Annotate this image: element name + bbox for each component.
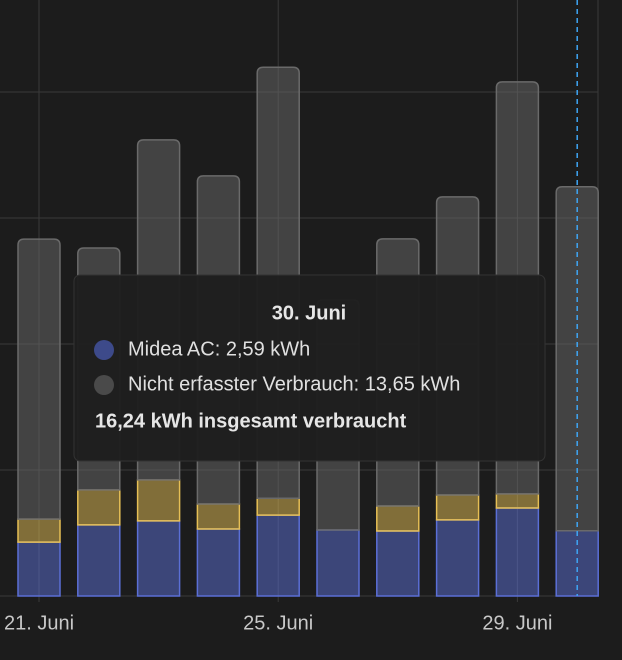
bar-segment (17, 518, 61, 543)
bar-segment (77, 489, 121, 526)
x-tick-label: 25. Juni (243, 612, 313, 634)
bar-segment (196, 528, 241, 597)
tooltip-marker (94, 340, 114, 360)
tooltip-marker (94, 375, 114, 395)
bar-segment (316, 529, 360, 597)
bar-segment (136, 479, 181, 522)
tooltip-total: 16,24 kWh insgesamt verbraucht (95, 410, 407, 432)
x-tick-label: 21. Juni (4, 612, 74, 634)
x-tick-label: 29. Juni (482, 612, 552, 634)
bar-segment (196, 503, 241, 530)
bar-segment (256, 514, 300, 597)
bar-segment (376, 505, 420, 532)
bar-segment (17, 238, 61, 520)
bar-segment (555, 185, 599, 532)
tooltip: 30. Juni Midea AC: 2,59 kWh Nicht erfasste… (73, 274, 546, 462)
tooltip-line: Nicht erfasster Verbrauch: 13,65 kWh (128, 373, 460, 395)
bar-segment (17, 541, 61, 597)
tooltip-title: 30. Juni (272, 302, 346, 324)
bar-segment (495, 493, 540, 509)
bar-segment (256, 497, 300, 516)
bar-segment (136, 520, 181, 597)
bar-segment (77, 524, 121, 597)
bar-segment (435, 519, 480, 597)
bar-segment (495, 507, 540, 597)
bar-segment (376, 530, 420, 597)
tooltip-line: Midea AC: 2,59 kWh (128, 338, 310, 360)
bar-segment (435, 494, 480, 521)
tooltip-box (73, 274, 546, 462)
